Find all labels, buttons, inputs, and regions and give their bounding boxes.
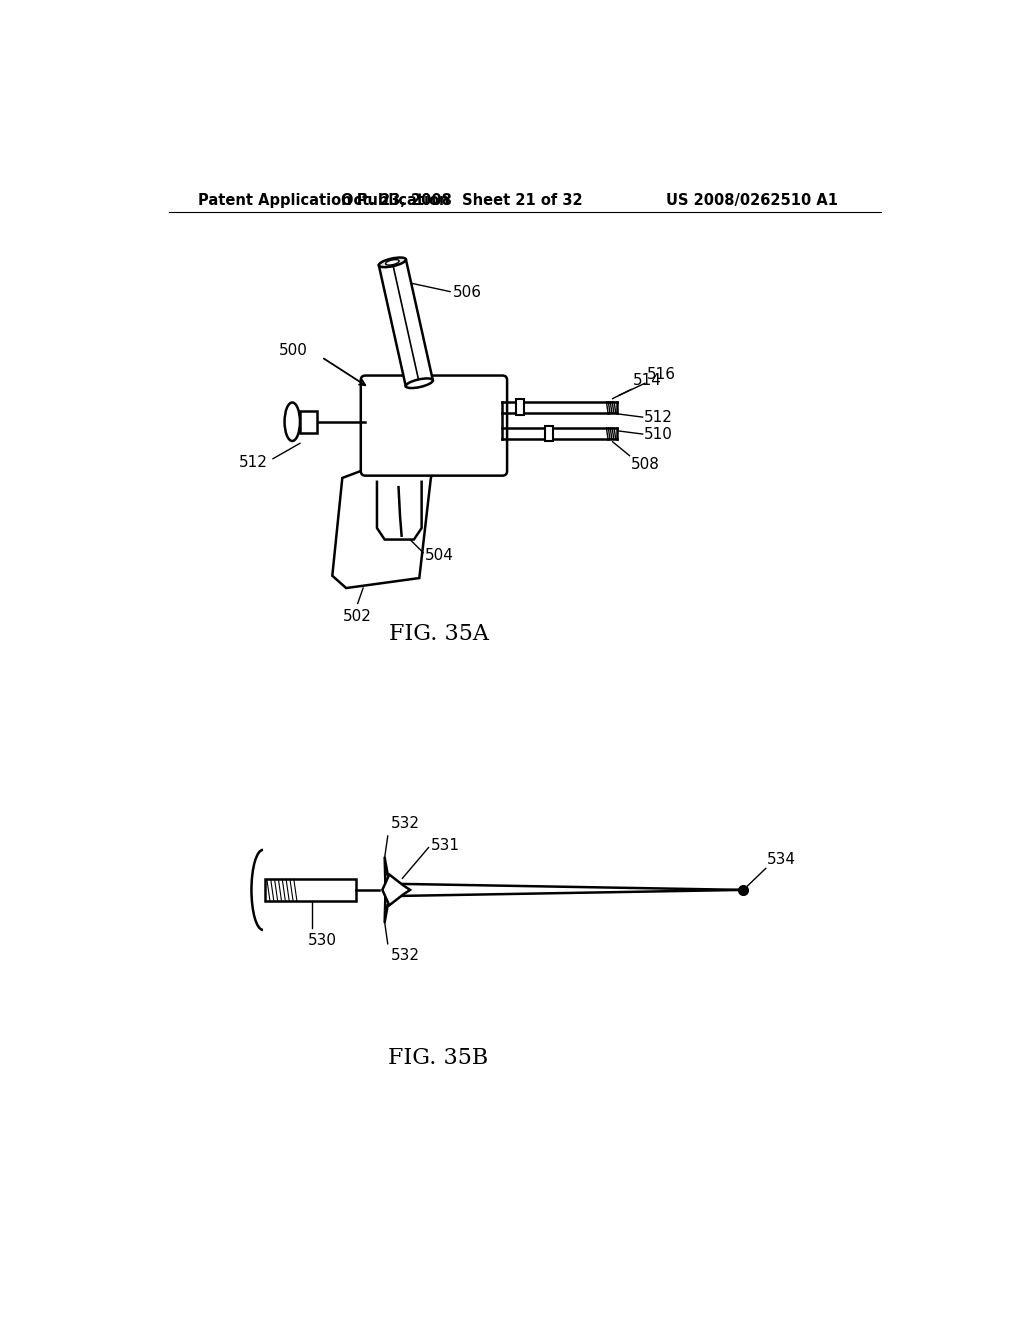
Polygon shape [379, 259, 433, 387]
Ellipse shape [285, 403, 300, 441]
Text: 516: 516 [646, 367, 676, 381]
Text: 532: 532 [391, 948, 420, 964]
Ellipse shape [406, 379, 433, 388]
FancyBboxPatch shape [360, 376, 507, 475]
Text: 512: 512 [644, 409, 673, 425]
Text: 504: 504 [425, 548, 454, 564]
Polygon shape [382, 874, 410, 906]
Text: FIG. 35B: FIG. 35B [388, 1047, 488, 1069]
Text: 531: 531 [431, 838, 460, 853]
Text: 506: 506 [453, 285, 481, 300]
Ellipse shape [386, 260, 399, 265]
Text: 500: 500 [279, 343, 307, 359]
Ellipse shape [379, 257, 406, 267]
Text: 514: 514 [633, 372, 662, 388]
Text: 510: 510 [644, 426, 673, 442]
Text: Oct. 23, 2008  Sheet 21 of 32: Oct. 23, 2008 Sheet 21 of 32 [341, 193, 583, 209]
Text: US 2008/0262510 A1: US 2008/0262510 A1 [666, 193, 838, 209]
Text: 502: 502 [343, 609, 372, 624]
Text: 512: 512 [239, 455, 267, 470]
Text: 532: 532 [391, 816, 420, 832]
Text: 508: 508 [631, 457, 659, 473]
Text: FIG. 35A: FIG. 35A [389, 623, 488, 645]
Bar [516, 400, 524, 414]
Polygon shape [333, 466, 435, 589]
Bar [545, 425, 553, 441]
Text: Patent Application Publication: Patent Application Publication [199, 193, 450, 209]
Bar [265, 879, 356, 900]
Bar [300, 411, 316, 433]
Text: 534: 534 [767, 851, 797, 867]
Text: 530: 530 [307, 933, 337, 948]
